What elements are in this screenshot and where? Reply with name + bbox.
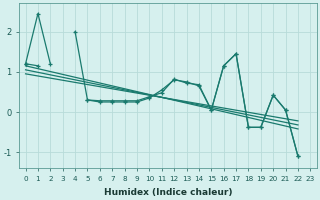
X-axis label: Humidex (Indice chaleur): Humidex (Indice chaleur): [104, 188, 232, 197]
